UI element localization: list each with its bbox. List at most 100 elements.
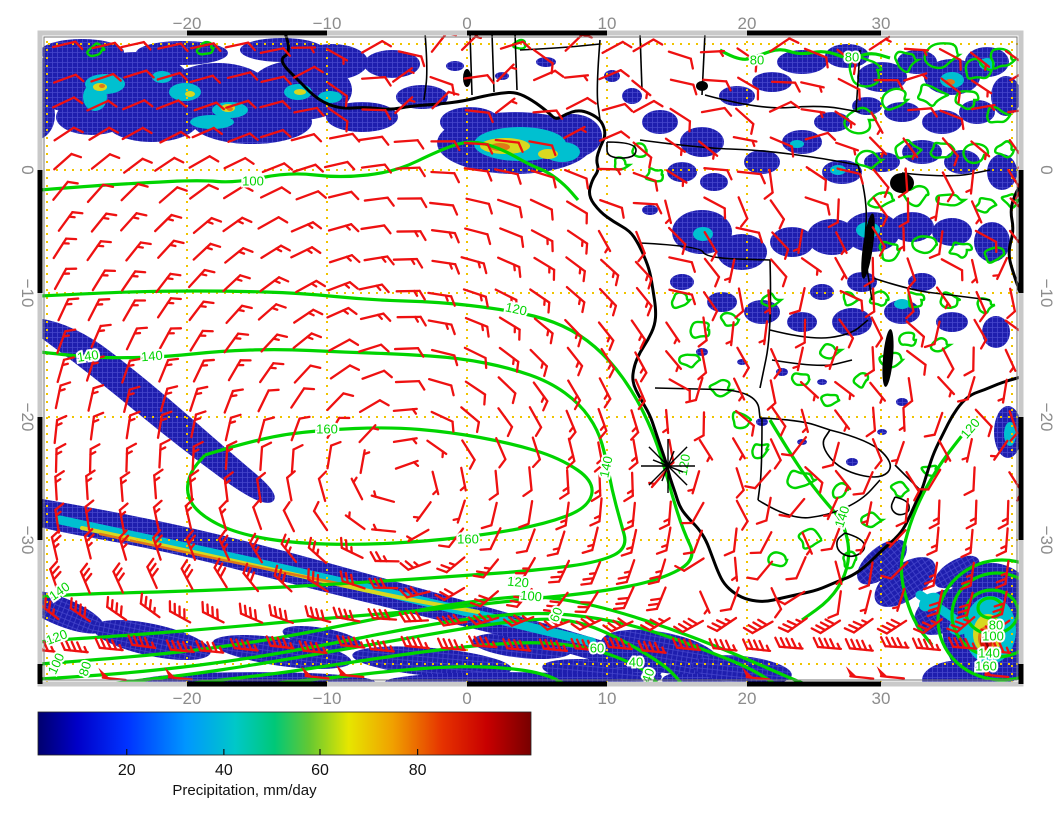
wind-barb [213, 557, 228, 589]
wind-barb [412, 501, 432, 523]
precip-blob [936, 312, 968, 332]
country-border [901, 169, 991, 177]
wind-barb [359, 312, 392, 322]
precip-blob [622, 88, 642, 104]
wind-barb [90, 72, 122, 83]
wind-barb [295, 190, 327, 201]
wind-barb [54, 442, 67, 474]
orography-contour [893, 50, 923, 74]
colorbar-tick-label: 80 [409, 762, 427, 779]
wind-barb [90, 212, 118, 233]
lon-tick-label-bottom: 30 [872, 689, 891, 708]
wind-barb [430, 410, 455, 433]
wind-barb [733, 377, 746, 402]
wind-barb [187, 268, 216, 289]
wind-barb [800, 108, 826, 119]
wind-barb [872, 168, 890, 198]
wind-barb [669, 78, 698, 96]
wind-barb [685, 376, 704, 404]
wind-barb [804, 196, 831, 216]
precip-blob [136, 41, 228, 65]
wind-barb [876, 666, 906, 680]
wind-barb [285, 470, 296, 502]
wind-barb [259, 441, 273, 472]
lon-tick-label-top: −20 [173, 14, 202, 33]
wind-barb [834, 409, 851, 432]
wind-barb [396, 315, 427, 327]
wind-barb [335, 664, 365, 679]
colorbar-tick-label: 20 [118, 762, 136, 779]
wind-barb [834, 560, 843, 586]
wind-barb [273, 564, 293, 593]
wind-barb [599, 198, 625, 219]
wind-barb [876, 618, 908, 635]
country-border [423, 33, 428, 101]
wind-barb [697, 348, 708, 381]
wind-barb [965, 499, 978, 530]
wind-barb [365, 638, 395, 653]
wind-barb [735, 226, 764, 244]
wind-barb [736, 346, 750, 378]
country-border [654, 387, 761, 419]
precip-band [40, 318, 275, 503]
wind-barb [224, 247, 254, 264]
wind-barb [923, 561, 939, 591]
wind-barb [974, 408, 993, 438]
wind-barb [667, 50, 695, 70]
wind-barb [154, 156, 185, 172]
wind-barb [152, 529, 163, 561]
wind-barb [570, 637, 600, 652]
wind-barb [706, 616, 738, 633]
wind-barb [723, 258, 736, 284]
contour-label: 100 [242, 173, 264, 188]
wind-barb [547, 559, 571, 584]
wind-barb [157, 239, 185, 259]
wind-barb [90, 323, 112, 349]
precip-blob [790, 140, 804, 148]
wind-barb [682, 529, 704, 555]
wind-barb [226, 71, 259, 81]
wind-barb [800, 257, 822, 276]
wind-barb [218, 529, 231, 561]
wind-barb [339, 570, 366, 590]
wind-barb [358, 343, 390, 353]
wind-barb [326, 306, 358, 319]
wind-barb [835, 231, 848, 256]
wind-barb [992, 256, 1009, 281]
precip-blob [810, 284, 834, 300]
wind-barb [700, 106, 733, 117]
wind-barb [855, 531, 872, 555]
wind-barb [479, 527, 502, 551]
wind-barb [903, 47, 930, 57]
wind-barb [54, 470, 65, 501]
wind-barb [800, 81, 825, 93]
wind-barb [530, 169, 557, 189]
orography-contour [848, 55, 883, 88]
wind-barb [597, 321, 615, 351]
wind-barb [632, 201, 663, 215]
wind-barb [259, 128, 292, 139]
wind-barb [794, 318, 807, 349]
wind-barb [53, 267, 78, 291]
wind-barb [634, 378, 646, 411]
wind-barb [188, 155, 220, 169]
wind-barb [290, 246, 322, 259]
wind-barb [778, 497, 806, 518]
wind-barb [603, 636, 633, 651]
wind-barb [970, 79, 993, 98]
wind-barb [771, 231, 790, 260]
wind-barb [363, 196, 395, 207]
wind-barb [737, 76, 760, 101]
precip-blob [894, 299, 910, 309]
wind-barb [392, 407, 418, 415]
wind-barb [497, 407, 514, 438]
lake [696, 81, 708, 91]
wind-barb [257, 216, 289, 230]
wind-barb [462, 288, 489, 308]
country-border [759, 417, 831, 431]
wind-barb [436, 614, 468, 627]
precip-blob [294, 89, 306, 95]
wind-barb [580, 560, 602, 586]
wind-barb [581, 526, 599, 554]
wind-barb [859, 589, 872, 615]
